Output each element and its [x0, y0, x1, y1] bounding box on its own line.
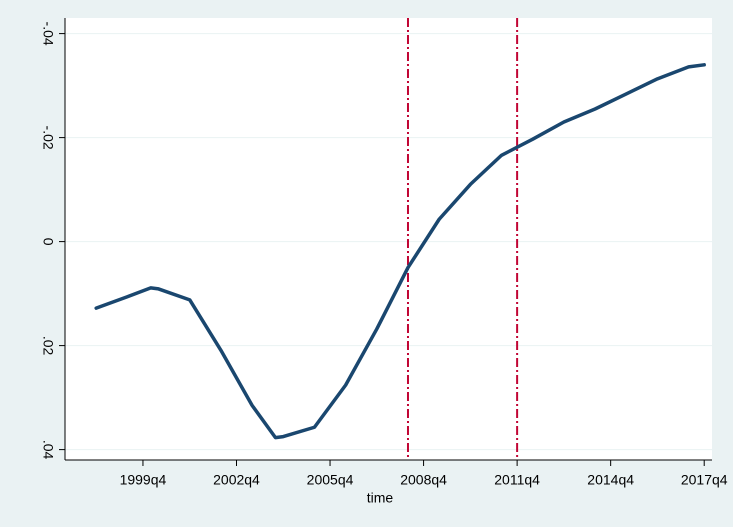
- x-tick-label: 2014q4: [587, 472, 634, 488]
- y-tick-label: -.02: [40, 126, 56, 150]
- y-tick-label: .04: [40, 440, 56, 460]
- y-tick-label: 0: [40, 238, 56, 246]
- line: [94, 63, 706, 440]
- x-axis-label: time: [367, 490, 394, 506]
- plot-area: [65, 18, 712, 460]
- x-tick-label: 2017q4: [681, 472, 728, 488]
- y-tick-label: .02: [40, 336, 56, 356]
- x-tick-label: 2002q4: [213, 472, 260, 488]
- x-tick-label: 2011q4: [494, 472, 540, 488]
- y-tick-label: -.04: [40, 22, 56, 46]
- x-tick-label: 1999q4: [120, 472, 167, 488]
- x-tick-label: 2008q4: [400, 472, 447, 488]
- x-tick-label: 2005q4: [307, 472, 354, 488]
